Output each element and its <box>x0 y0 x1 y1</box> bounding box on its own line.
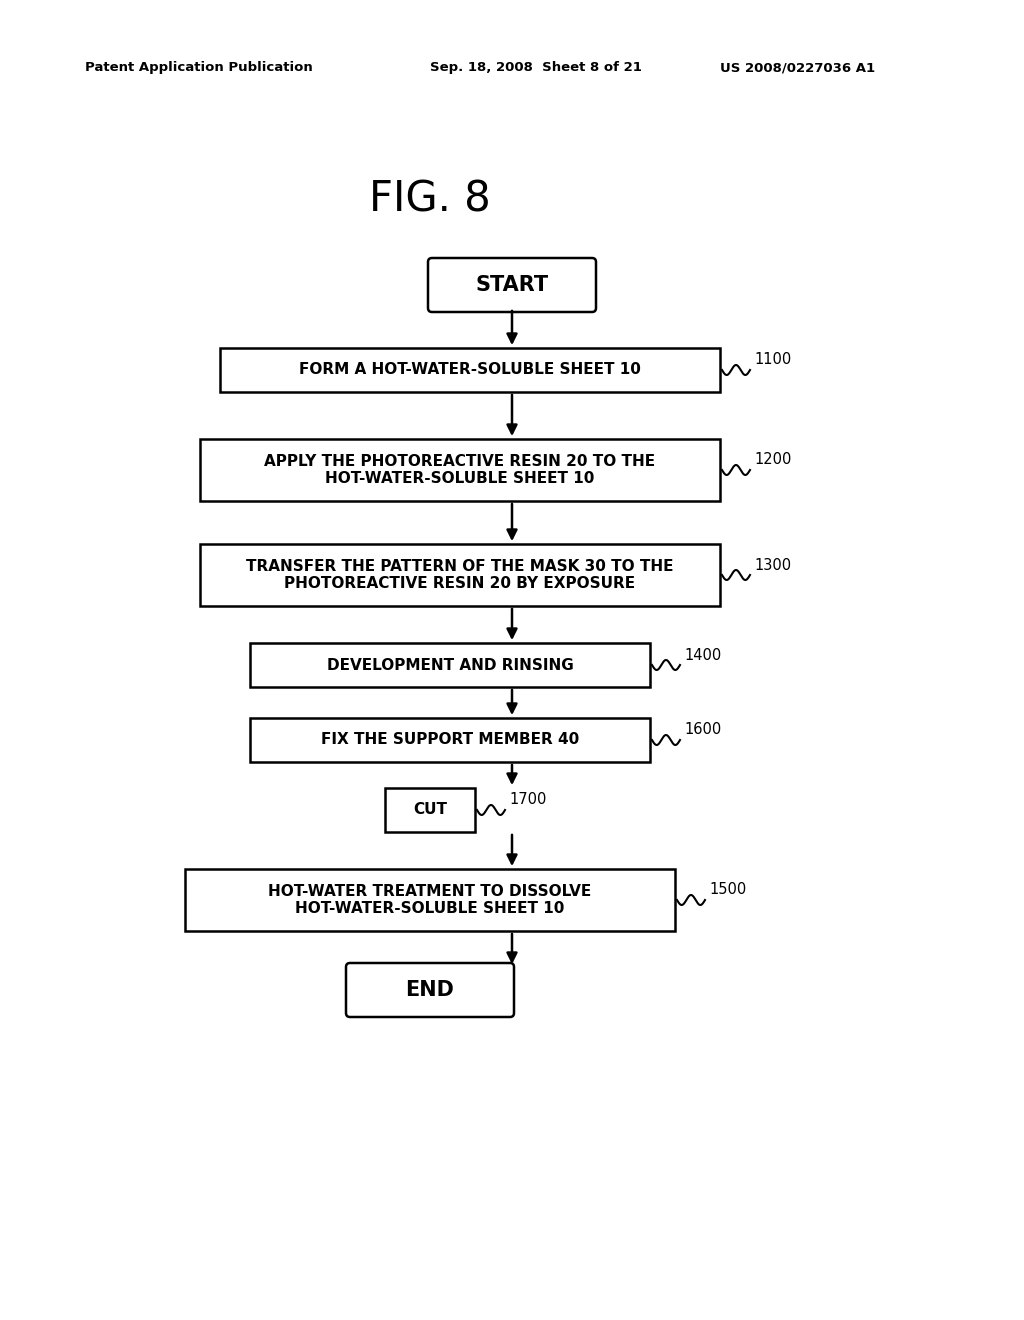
Text: 1500: 1500 <box>709 883 746 898</box>
FancyBboxPatch shape <box>185 869 675 931</box>
Text: 1600: 1600 <box>684 722 721 738</box>
Text: TRANSFER THE PATTERN OF THE MASK 30 TO THE
PHOTOREACTIVE RESIN 20 BY EXPOSURE: TRANSFER THE PATTERN OF THE MASK 30 TO T… <box>246 558 674 591</box>
Text: DEVELOPMENT AND RINSING: DEVELOPMENT AND RINSING <box>327 657 573 672</box>
Text: US 2008/0227036 A1: US 2008/0227036 A1 <box>720 62 876 74</box>
Text: 1700: 1700 <box>509 792 547 808</box>
Text: 1100: 1100 <box>754 352 792 367</box>
Text: 1300: 1300 <box>754 557 792 573</box>
Text: 1400: 1400 <box>684 648 721 663</box>
Text: END: END <box>406 979 455 1001</box>
Text: 1200: 1200 <box>754 453 792 467</box>
Text: Sep. 18, 2008  Sheet 8 of 21: Sep. 18, 2008 Sheet 8 of 21 <box>430 62 642 74</box>
Text: FIX THE SUPPORT MEMBER 40: FIX THE SUPPORT MEMBER 40 <box>321 733 580 747</box>
FancyBboxPatch shape <box>346 964 514 1016</box>
FancyBboxPatch shape <box>428 257 596 312</box>
Text: HOT-WATER TREATMENT TO DISSOLVE
HOT-WATER-SOLUBLE SHEET 10: HOT-WATER TREATMENT TO DISSOLVE HOT-WATE… <box>268 884 592 916</box>
FancyBboxPatch shape <box>200 440 720 502</box>
FancyBboxPatch shape <box>385 788 475 832</box>
FancyBboxPatch shape <box>200 544 720 606</box>
Text: START: START <box>475 275 549 294</box>
Text: APPLY THE PHOTOREACTIVE RESIN 20 TO THE
HOT-WATER-SOLUBLE SHEET 10: APPLY THE PHOTOREACTIVE RESIN 20 TO THE … <box>264 454 655 486</box>
Text: Patent Application Publication: Patent Application Publication <box>85 62 312 74</box>
Text: FORM A HOT-WATER-SOLUBLE SHEET 10: FORM A HOT-WATER-SOLUBLE SHEET 10 <box>299 363 641 378</box>
FancyBboxPatch shape <box>250 718 650 762</box>
Text: FIG. 8: FIG. 8 <box>369 180 490 220</box>
FancyBboxPatch shape <box>220 348 720 392</box>
FancyBboxPatch shape <box>250 643 650 686</box>
Text: CUT: CUT <box>413 803 447 817</box>
